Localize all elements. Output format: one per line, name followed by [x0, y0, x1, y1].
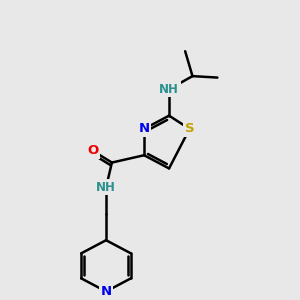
Text: N: N — [100, 285, 112, 298]
Text: N: N — [139, 122, 150, 135]
Text: O: O — [87, 144, 98, 157]
Text: S: S — [185, 122, 194, 135]
Text: NH: NH — [96, 181, 116, 194]
Text: NH: NH — [159, 83, 179, 96]
